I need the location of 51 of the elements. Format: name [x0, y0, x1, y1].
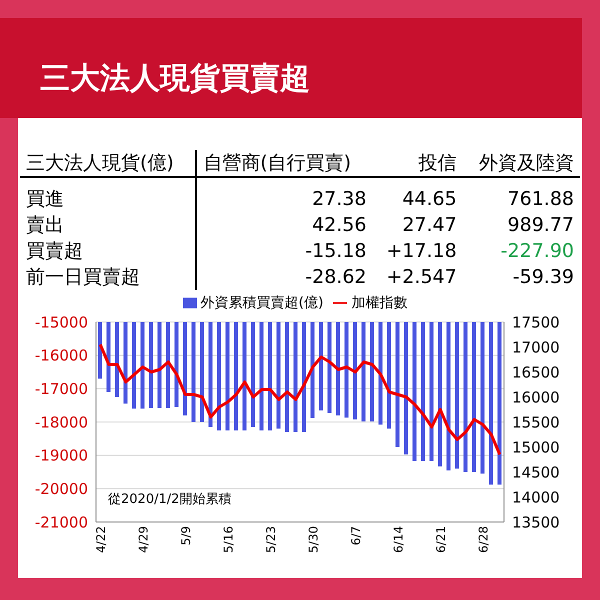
text: 投信 [372, 150, 463, 177]
data-label: 44.65 [401, 187, 458, 212]
x-tick-label: 4/29 [136, 526, 150, 553]
y2-tick-label: 16000 [512, 388, 560, 406]
line-series [98, 343, 502, 456]
data-label: 27.47 [401, 213, 458, 238]
y2-tick-label: 17000 [512, 338, 560, 356]
data-label: -227.90 [500, 239, 575, 264]
y-tick-label: -15000 [34, 313, 88, 332]
x-tick-label: 5/16 [221, 526, 236, 553]
x-tick-label: 5/30 [306, 526, 320, 553]
x-tick-label: 4/22 [94, 526, 108, 553]
data-label: 989.77 [506, 213, 575, 238]
category-label: 買賣超 [20, 238, 196, 264]
y-tick-label: -19000 [34, 446, 88, 465]
y-tick-label: -21000 [34, 513, 88, 532]
text: 外資及陸資 [462, 150, 580, 177]
y2-tick-label: 14000 [512, 488, 560, 506]
data-label: 42.56 [311, 213, 368, 238]
annotation: 從2020/1/2開始累積 [108, 490, 232, 508]
x-tick-label: 6/28 [476, 526, 490, 553]
data-label: -59.39 [512, 265, 575, 290]
y-tick-label: -18000 [34, 413, 88, 432]
y2-tick-label: 15500 [512, 413, 560, 432]
legend-label: 外資累積買賣超(億) [200, 295, 324, 311]
data-label: -15.18 [304, 239, 368, 264]
text: 自營商(自行買賣) [196, 150, 372, 177]
data-label: +17.18 [385, 239, 458, 264]
y2-tick-label: 14500 [512, 463, 560, 482]
text: 三大法人現貨買賣超 [40, 60, 310, 98]
x-tick-label: 6/21 [434, 526, 448, 553]
text: 三大法人現貨(億) [20, 150, 196, 177]
x-tick-label: 6/14 [391, 526, 406, 553]
data-label: +2.547 [385, 265, 458, 290]
x-tick-label: 5/9 [178, 526, 193, 546]
data-label: 27.38 [311, 187, 368, 212]
category-label: 前一日買賣超 [20, 264, 196, 290]
category-label: 買進 [20, 177, 196, 212]
y2-tick-label: 15000 [512, 438, 560, 456]
y-tick-label: -17000 [34, 380, 88, 398]
y-tick-label: -20000 [34, 480, 88, 498]
x-tick-label: 5/23 [264, 526, 278, 553]
legend-label: 加權指數 [351, 295, 408, 311]
y2-tick-label: 16500 [512, 363, 560, 382]
y2-tick-label: 17500 [512, 313, 560, 332]
data-label: -28.62 [304, 265, 368, 290]
data-label: 761.88 [506, 187, 575, 212]
category-label: 賣出 [20, 212, 196, 238]
x-tick-label: 6/7 [348, 526, 363, 546]
y-tick-label: -16000 [34, 346, 88, 365]
y2-tick-label: 13500 [512, 513, 560, 532]
